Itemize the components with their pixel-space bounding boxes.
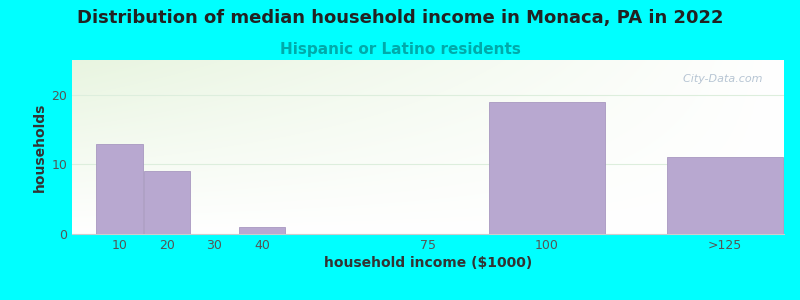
Bar (238, 227, 285, 234)
X-axis label: household income ($1000): household income ($1000) (324, 256, 532, 270)
Text: Distribution of median household income in Monaca, PA in 2022: Distribution of median household income … (77, 9, 723, 27)
Y-axis label: households: households (33, 102, 47, 192)
Bar (489, 102, 605, 234)
Bar (144, 171, 190, 234)
Text: City-Data.com: City-Data.com (676, 74, 762, 84)
Bar (666, 158, 783, 234)
Bar (96, 143, 142, 234)
Text: Hispanic or Latino residents: Hispanic or Latino residents (279, 42, 521, 57)
